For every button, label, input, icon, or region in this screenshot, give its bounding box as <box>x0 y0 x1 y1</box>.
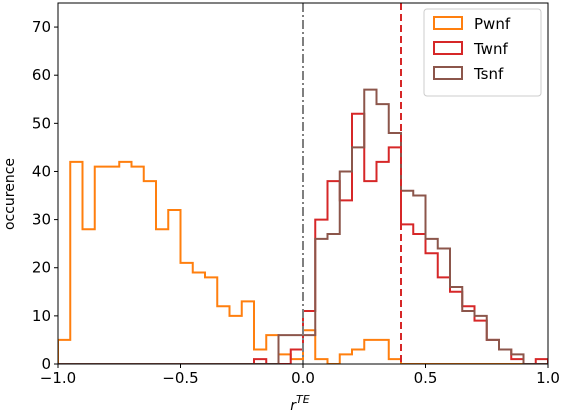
y-tick-label: 30 <box>32 211 51 229</box>
y-tick-label: 20 <box>32 259 51 277</box>
y-tick-label: 40 <box>32 162 51 180</box>
y-tick-label: 70 <box>32 18 51 36</box>
legend-swatch-pwnf <box>433 16 463 30</box>
x-tick-label: 0.0 <box>291 369 315 387</box>
plot-area <box>58 3 548 364</box>
x-tick-label: −1.0 <box>40 369 76 387</box>
legend-label-tsnf: Tsnf <box>473 65 504 83</box>
legend-label-twnf: Twnf <box>473 40 508 58</box>
legend: Pwnf Twnf Tsnf <box>423 8 542 97</box>
y-tick-label: 60 <box>32 66 51 84</box>
legend-swatch-twnf <box>433 41 463 55</box>
x-axis-label-superscript: TE <box>296 393 310 406</box>
x-axis-label: rTE <box>290 393 309 414</box>
y-tick-label: 0 <box>41 355 51 373</box>
y-tick-label: 10 <box>32 307 51 325</box>
x-tick-label: 0.5 <box>414 369 438 387</box>
series-tsnf-histogram <box>58 88 548 364</box>
x-tick-label: −0.5 <box>162 369 198 387</box>
legend-label-pwnf: Pwnf <box>474 15 511 33</box>
x-tick-label: 1.0 <box>536 369 560 387</box>
y-axis-label: occurence <box>2 158 18 230</box>
legend-box <box>423 8 542 97</box>
axes: −1.0 −0.5 0.0 0.5 1.0 0 10 20 30 40 50 60 70 <box>32 2 560 387</box>
legend-swatch-tsnf <box>433 66 463 80</box>
series-pwnf-histogram <box>58 160 548 364</box>
y-tick-label: 50 <box>32 114 51 132</box>
x-axis-label-base: r <box>290 398 297 414</box>
